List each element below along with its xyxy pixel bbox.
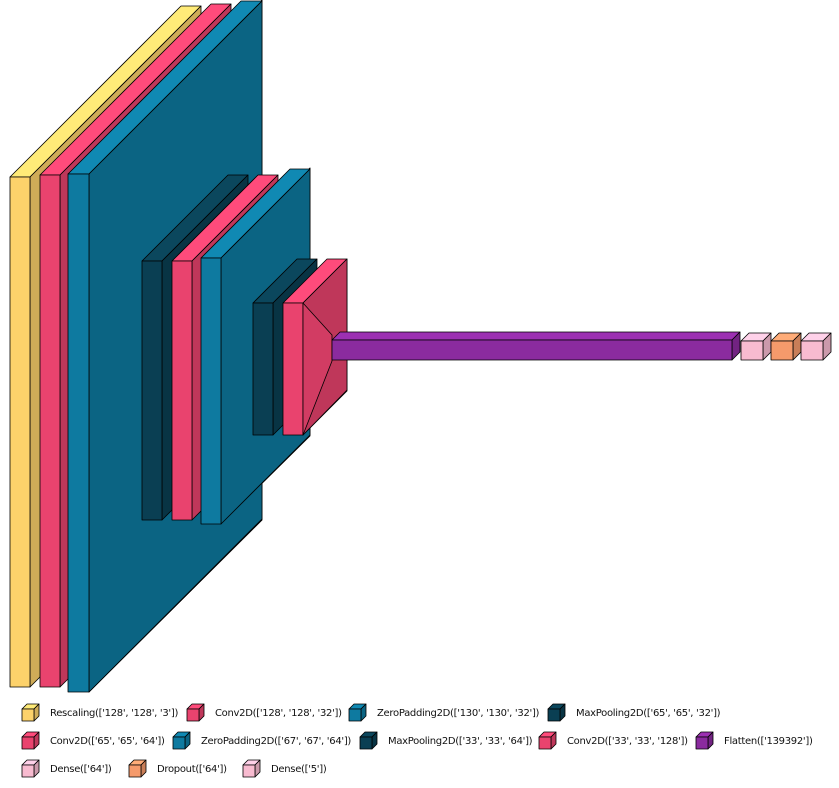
legend-label: ZeroPadding2D(['130', '130', '32']) <box>377 707 540 719</box>
cube-icon <box>547 703 566 722</box>
legend-item-dropout: Dropout(['64']) <box>127 759 227 779</box>
legend-item-flatten: Flatten(['139392']) <box>694 731 813 751</box>
layer-blocks <box>9 0 832 693</box>
cube-icon-shape <box>21 703 40 722</box>
cube-icon <box>538 731 557 750</box>
block-front-face <box>128 764 142 778</box>
block-front-face <box>21 764 35 778</box>
cube-icon <box>21 759 40 778</box>
cube-icon-shape <box>21 759 40 778</box>
cube-icon <box>21 731 40 750</box>
cube-icon-shape <box>242 759 261 778</box>
legend-label: ZeroPadding2D(['67', '67', '64']) <box>201 735 352 747</box>
legend-label: MaxPooling2D(['33', '33', '64']) <box>388 735 533 747</box>
cube-icon <box>186 703 205 722</box>
legend-item-maxpooling2d-65: MaxPooling2D(['65', '65', '32']) <box>546 703 721 723</box>
legend-item-maxpooling2d-33: MaxPooling2D(['33', '33', '64']) <box>358 731 533 751</box>
layer-dense-5 <box>800 332 832 361</box>
block-front-face <box>331 339 733 361</box>
legend-item-conv2d-33: Conv2D(['33', '33', '128']) <box>537 731 688 751</box>
legend-label: MaxPooling2D(['65', '65', '32']) <box>576 707 721 719</box>
cube-icon <box>242 759 261 778</box>
legend-label: Dense(['64']) <box>50 763 112 775</box>
cube-icon-shape <box>695 731 714 750</box>
legend-item-rescaling: Rescaling(['128', '128', '3']) <box>20 703 178 723</box>
block-front-face <box>172 736 186 750</box>
cube-icon-shape <box>359 731 378 750</box>
block-front-face <box>348 708 362 722</box>
block-front-face <box>200 257 222 525</box>
block-front-face <box>186 708 200 722</box>
legend-label: Dense(['5']) <box>271 763 327 775</box>
cube-icon <box>359 731 378 750</box>
block-front-face <box>21 736 35 750</box>
cube-icon-shape <box>21 731 40 750</box>
legend-item-conv2d-128: Conv2D(['128', '128', '32']) <box>185 703 342 723</box>
block-front-face <box>171 260 193 521</box>
legend-label: Flatten(['139392']) <box>724 735 813 747</box>
cube-icon <box>172 731 191 750</box>
legend-item-zeropadding2d-130: ZeroPadding2D(['130', '130', '32']) <box>347 703 539 723</box>
layer-flatten <box>331 331 741 361</box>
legend-item-dense-5: Dense(['5']) <box>241 759 327 779</box>
block-front-face <box>740 340 764 361</box>
legend-label: Dropout(['64']) <box>157 763 227 775</box>
block-front-face <box>67 173 90 693</box>
block-front-face <box>9 176 31 688</box>
conv-funnel-inner <box>302 302 333 436</box>
block-top-face <box>331 331 741 341</box>
block-front-face <box>770 340 794 361</box>
legend-label: Conv2D(['128', '128', '32']) <box>215 707 342 719</box>
cube-icon <box>21 703 40 722</box>
network-architecture-diagram <box>9 0 832 693</box>
block-front-face <box>21 708 35 722</box>
cube-icon-shape <box>538 731 557 750</box>
block-front-face <box>359 736 373 750</box>
legend-label: Conv2D(['33', '33', '128']) <box>567 735 688 747</box>
cube-icon <box>695 731 714 750</box>
legend-item-conv2d-65: Conv2D(['65', '65', '64']) <box>20 731 165 751</box>
cube-icon-shape <box>172 731 191 750</box>
layer-dropout <box>770 332 802 361</box>
cube-icon <box>128 759 147 778</box>
cube-icon-shape <box>547 703 566 722</box>
block-front-face <box>141 260 163 521</box>
legend-item-zeropadding2d-67: ZeroPadding2D(['67', '67', '64']) <box>171 731 351 751</box>
block-front-face <box>39 174 61 688</box>
cube-icon-shape <box>186 703 205 722</box>
cube-icon <box>348 703 367 722</box>
cube-icon-shape <box>348 703 367 722</box>
legend-label: Conv2D(['65', '65', '64']) <box>50 735 165 747</box>
block-front-face <box>252 302 274 436</box>
layer-dense-64 <box>740 332 772 361</box>
legend-item-dense-64: Dense(['64']) <box>20 759 112 779</box>
block-front-face <box>695 736 709 750</box>
block-front-face <box>547 708 561 722</box>
cube-icon-shape <box>128 759 147 778</box>
block-front-face <box>538 736 552 750</box>
legend-label: Rescaling(['128', '128', '3']) <box>50 707 179 719</box>
block-front-face <box>800 340 824 361</box>
block-front-face <box>242 764 256 778</box>
block-front-face <box>282 302 304 436</box>
